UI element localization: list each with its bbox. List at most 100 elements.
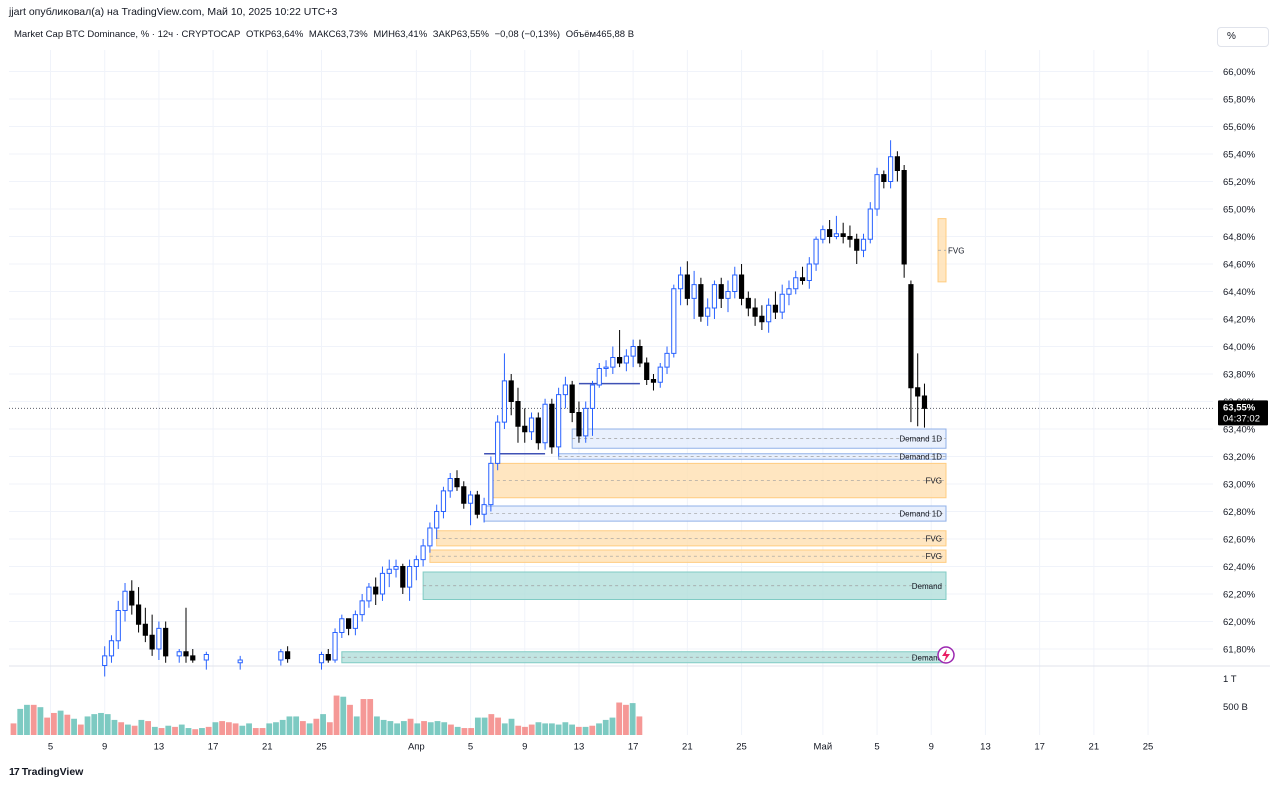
candle-body xyxy=(732,274,738,292)
volume-bar xyxy=(427,722,434,735)
volume-bar xyxy=(273,722,279,735)
y-tick-label: 62,00% xyxy=(1223,617,1256,628)
y-tick-label: 65,40% xyxy=(1223,150,1256,161)
volume-tick-label: 1 T xyxy=(1223,674,1237,685)
candle-body xyxy=(346,618,352,629)
volume-bar xyxy=(131,725,138,735)
candle-body xyxy=(664,352,670,368)
volume-bar xyxy=(468,728,475,735)
candle-body xyxy=(393,566,399,570)
candle-body xyxy=(569,384,575,413)
candle-body xyxy=(373,586,379,595)
volume-bar xyxy=(178,724,185,735)
candle-body xyxy=(522,425,528,433)
candle-body xyxy=(881,174,887,182)
volume-bar xyxy=(84,716,91,735)
candle-body xyxy=(542,403,548,444)
candle-body xyxy=(556,394,562,448)
volume-bar xyxy=(387,721,394,735)
y-tick-label: 62,80% xyxy=(1223,507,1256,518)
candle-body xyxy=(413,559,419,567)
volume-bar xyxy=(252,728,259,735)
x-tick-label: 9 xyxy=(102,742,107,753)
volume-bar xyxy=(394,723,401,735)
volume-bar xyxy=(313,718,320,735)
volume-bar xyxy=(151,726,158,735)
y-tick-label: 63,20% xyxy=(1223,452,1256,463)
volume-bar xyxy=(37,707,44,735)
x-tick-label: 13 xyxy=(154,742,165,753)
volume-bar xyxy=(374,716,380,735)
y-tick-label: 64,60% xyxy=(1223,260,1256,271)
candle-body xyxy=(766,304,772,323)
x-tick-label: Апр xyxy=(408,742,425,753)
candle-body xyxy=(203,654,209,661)
volume-bar xyxy=(515,725,522,735)
volume-bar xyxy=(575,726,582,735)
volume-bar xyxy=(165,725,172,735)
percent-scale-button[interactable]: % xyxy=(1217,27,1269,47)
volume-bar xyxy=(299,721,306,735)
volume-bar xyxy=(219,721,226,735)
volume-bar xyxy=(30,704,37,735)
volume-bar xyxy=(293,716,300,735)
candle-body xyxy=(915,387,921,397)
candle-body xyxy=(190,655,196,661)
y-tick-label: 65,60% xyxy=(1223,122,1256,133)
candle-body xyxy=(793,277,799,290)
axes: 66,00% 65,80% 65,60% 65,40% 65,20% 65,00% 64,8… xyxy=(48,67,1256,753)
candle-body xyxy=(454,478,460,488)
candle-body xyxy=(603,366,609,369)
y-tick-label: 63,80% xyxy=(1223,370,1256,381)
markers: 63,55%04:37:02 xyxy=(937,400,1268,664)
candle-body xyxy=(786,288,792,295)
candle-body xyxy=(576,412,582,437)
candle-body xyxy=(379,572,386,595)
candle-body xyxy=(908,284,914,389)
volume-bar xyxy=(569,724,575,735)
candle-body xyxy=(596,368,602,386)
volume-bar xyxy=(636,716,643,735)
volume-bar xyxy=(481,717,488,735)
candle-body xyxy=(528,417,535,433)
legend-volume: Объём465,88 B xyxy=(565,29,635,40)
candle-body xyxy=(515,401,521,427)
y-tick-label: 61,80% xyxy=(1223,645,1256,656)
candle-body xyxy=(318,654,325,664)
legend-symbol[interactable]: Market Cap BTC Dominance, % · 12ч · CRYP… xyxy=(14,29,241,40)
zone-label: Demand xyxy=(912,582,942,591)
volume-bar xyxy=(407,718,414,735)
volume-bar xyxy=(279,719,286,735)
volume-bar xyxy=(98,712,104,735)
candle-body xyxy=(738,274,745,299)
tradingview-logo[interactable]: 17 TradingView xyxy=(9,766,83,778)
zone-label: Demand 1D xyxy=(899,510,942,519)
volume-bar xyxy=(360,699,367,735)
volume-bar xyxy=(522,726,528,735)
candle-body xyxy=(813,238,819,265)
candle-body xyxy=(854,238,860,251)
candle-body xyxy=(630,346,636,357)
volume-bar xyxy=(111,719,118,735)
candle-body xyxy=(108,640,115,657)
horizontal-lines xyxy=(9,382,1213,455)
volume-bar xyxy=(414,723,421,735)
candle-body xyxy=(671,288,677,354)
volume-bar xyxy=(118,722,125,735)
volume-bar xyxy=(320,714,326,735)
x-tick-label: 25 xyxy=(736,742,747,753)
candle-body xyxy=(888,156,894,182)
legend-low: МИН63,41% xyxy=(373,29,428,40)
y-tick-label: 62,20% xyxy=(1223,590,1256,601)
zone-label: Demand 1D xyxy=(899,453,942,462)
candle-body xyxy=(840,233,846,237)
candle-body xyxy=(352,614,358,629)
candle-body xyxy=(447,478,453,492)
candle-body xyxy=(623,355,629,364)
x-tick-label: 5 xyxy=(874,742,879,753)
candle-body xyxy=(745,297,751,309)
volume-bar xyxy=(596,723,602,735)
zone-label: FVG xyxy=(948,246,964,255)
volume-bar xyxy=(145,721,151,735)
